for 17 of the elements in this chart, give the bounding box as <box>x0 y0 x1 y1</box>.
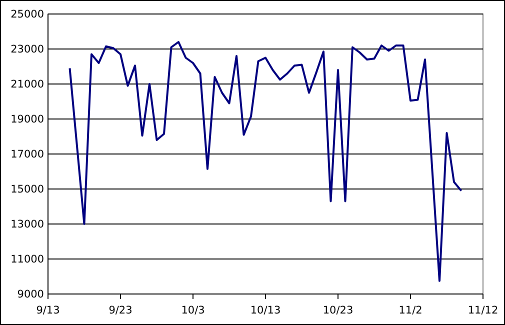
y-tick-label: 9000 <box>17 288 44 300</box>
x-tick-label: 10/13 <box>250 304 281 317</box>
y-tick-label: 13000 <box>10 218 44 230</box>
x-tick-label: 11/2 <box>398 304 422 317</box>
x-tick-label: 9/23 <box>108 304 132 317</box>
y-tick-label: 17000 <box>10 148 44 160</box>
y-tick-label: 19000 <box>10 113 44 126</box>
y-tick-label: 15000 <box>10 183 44 196</box>
x-tick-label: 11/12 <box>468 304 498 317</box>
line-series <box>68 41 462 282</box>
y-tick-label: 21000 <box>10 78 44 90</box>
y-tick-label: 25000 <box>10 8 44 20</box>
y-tick-label: 23000 <box>10 43 44 56</box>
x-tick-label: 10/23 <box>322 304 354 317</box>
x-tick-label: 10/3 <box>181 304 205 317</box>
x-tick-label: 9/13 <box>36 304 60 317</box>
y-tick-label: 11000 <box>10 253 44 266</box>
